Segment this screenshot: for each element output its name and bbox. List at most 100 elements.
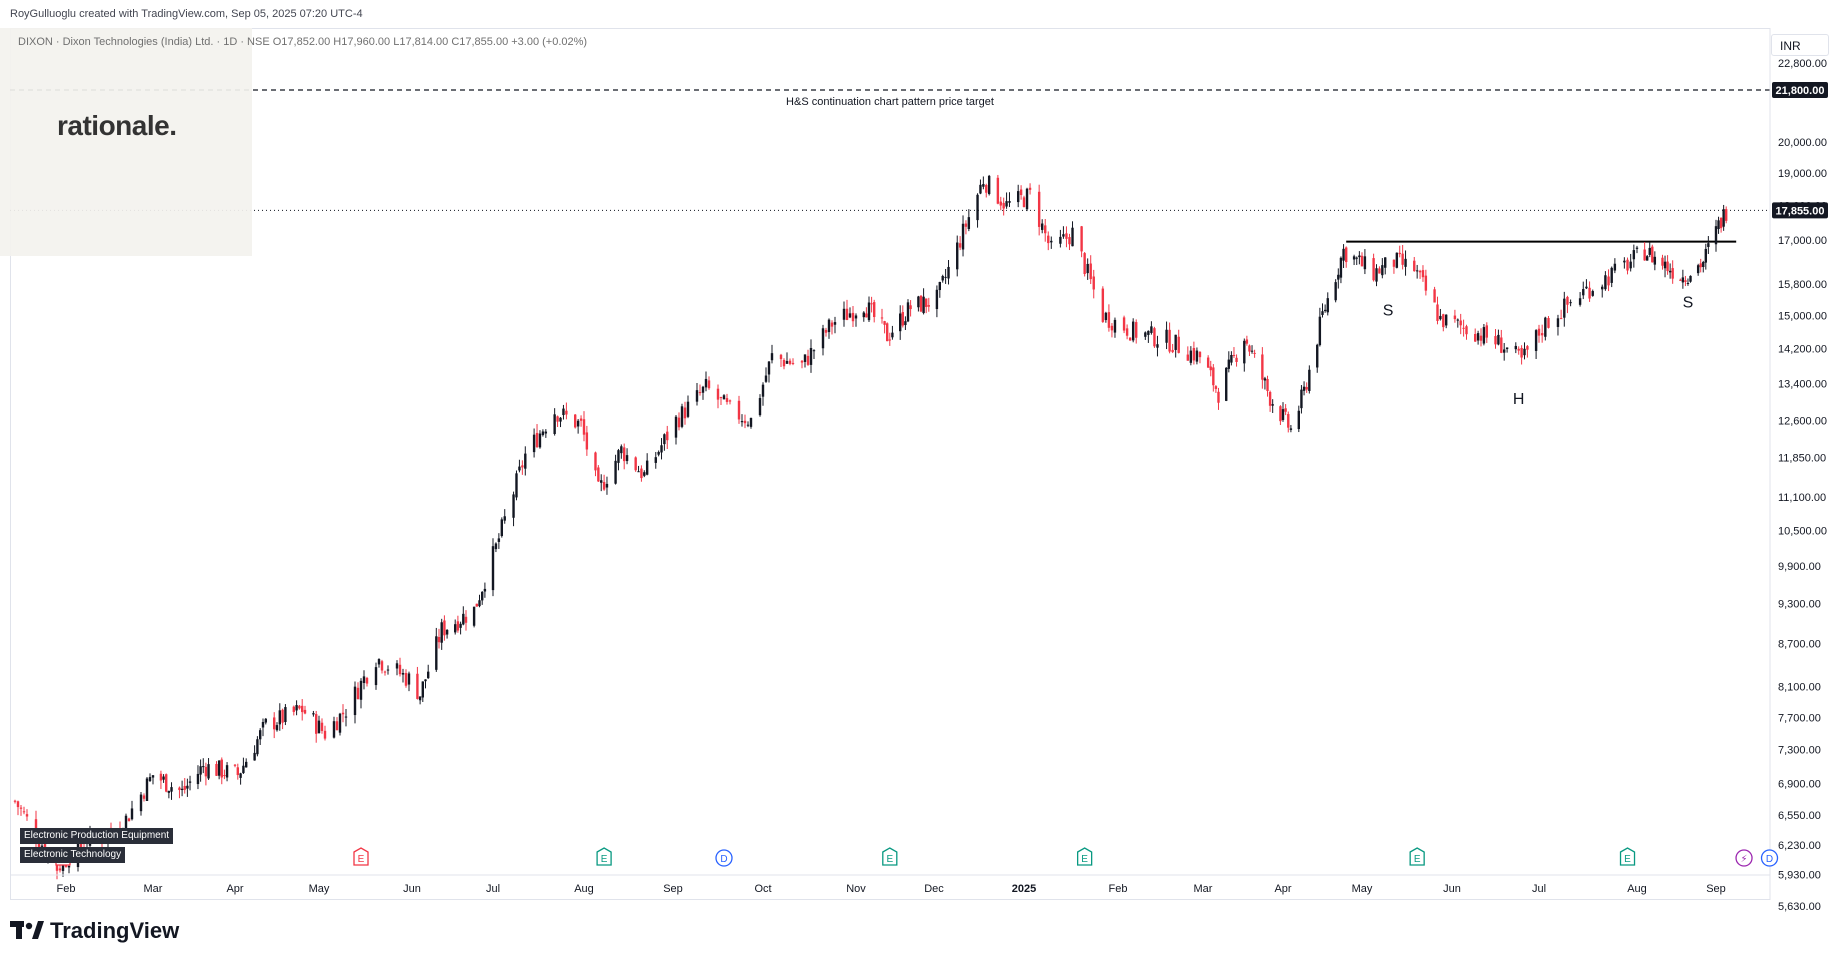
earnings-icon — [353, 847, 369, 866]
y-tick-label: 9,300.00 — [1778, 598, 1821, 610]
candle-body — [657, 451, 660, 455]
candle-body — [1717, 220, 1720, 230]
candle-body — [1421, 270, 1425, 278]
candle-body — [1442, 314, 1445, 328]
candle-body — [454, 624, 457, 633]
candle-body — [1131, 321, 1135, 341]
candle-body — [1436, 304, 1439, 321]
candle-body — [521, 465, 524, 468]
candle-body — [223, 775, 226, 777]
candle-body — [395, 663, 399, 669]
candle-body — [683, 407, 687, 419]
candle-body — [1479, 335, 1483, 341]
candle-body — [1214, 386, 1218, 389]
candle-body — [958, 243, 962, 248]
split-icon — [1735, 849, 1753, 867]
candle-body — [622, 447, 626, 462]
candle-body — [421, 681, 424, 698]
candle-body — [1250, 350, 1254, 352]
candle-body — [1537, 328, 1541, 336]
candle-body — [512, 494, 515, 518]
y-tick-label: 6,230.00 — [1778, 840, 1821, 852]
candle-body — [982, 184, 985, 187]
earnings-icon — [1409, 847, 1425, 866]
candle-body — [1284, 408, 1287, 412]
candle-body — [130, 808, 134, 820]
event-marker-4[interactable]: E — [882, 847, 898, 866]
candle-body — [40, 845, 44, 847]
candle-body — [1071, 227, 1074, 247]
candle-body — [1107, 312, 1111, 328]
author-credit: RoyGulluoglu created with TradingView.co… — [10, 8, 363, 20]
event-marker-8[interactable]: ⚡ — [1735, 849, 1753, 867]
event-marker-1[interactable]: E — [353, 847, 369, 866]
candle-body — [148, 777, 152, 781]
candle-body — [303, 709, 307, 714]
candle-body — [582, 419, 586, 435]
candle-body — [899, 313, 902, 332]
pattern-label-h-1: H — [1513, 391, 1525, 408]
candle-body — [556, 416, 559, 422]
candle-body — [1404, 258, 1407, 267]
event-marker-6[interactable]: E — [1409, 847, 1425, 866]
industry-tag-equipment[interactable]: Electronic Production Equipment — [20, 828, 174, 844]
candle-body — [654, 457, 657, 463]
candle-body — [686, 401, 690, 417]
candle-body — [976, 194, 979, 221]
candle-body — [1372, 258, 1375, 281]
x-tick-label: Sep — [1706, 883, 1726, 895]
candle-body — [637, 471, 640, 473]
candle-body — [162, 776, 165, 780]
candle-body — [617, 450, 620, 463]
candle-body — [1360, 255, 1364, 267]
y-tick-label: 10,500.00 — [1778, 525, 1827, 537]
candle-body — [737, 400, 741, 420]
candle-body — [605, 483, 609, 488]
candle-body — [1485, 325, 1488, 338]
candle-body — [1050, 240, 1053, 243]
candle-body — [1395, 252, 1399, 268]
candle-body — [167, 790, 171, 793]
candle-body — [1198, 351, 1202, 358]
candle-body — [779, 354, 783, 360]
candle-body — [1110, 325, 1114, 331]
candle-body — [1019, 189, 1023, 196]
event-marker-9[interactable]: D — [1760, 849, 1779, 867]
candle-body — [284, 707, 287, 723]
candle-body — [1287, 414, 1290, 428]
candle-body — [362, 676, 366, 684]
event-marker-3[interactable]: D — [715, 849, 733, 867]
candle-body — [1679, 279, 1682, 281]
candle-body — [680, 406, 684, 427]
candle-body — [440, 622, 443, 643]
earnings-icon — [1077, 847, 1093, 866]
currency-selector[interactable]: INR — [1771, 34, 1829, 56]
candle-body — [1044, 225, 1047, 234]
candle-body — [999, 201, 1002, 206]
candle-body — [722, 395, 726, 400]
candle-body — [987, 175, 991, 195]
event-marker-7[interactable]: E — [1619, 847, 1636, 866]
candle-body — [1534, 330, 1538, 351]
candle-body — [1358, 255, 1361, 258]
y-tick-label: 8,700.00 — [1778, 639, 1821, 651]
event-marker-5[interactable]: E — [1077, 847, 1093, 866]
candle-body — [416, 673, 419, 699]
candle-body — [377, 659, 381, 665]
candle-body — [1281, 409, 1285, 420]
candle-body — [1719, 217, 1723, 229]
top-bar: RoyGulluoglu created with TradingView.co… — [0, 0, 1835, 28]
candle-body — [278, 710, 281, 725]
x-tick-label: Feb — [1109, 883, 1128, 895]
industry-tag-technology[interactable]: Electronic Technology — [20, 847, 126, 863]
event-marker-2[interactable]: E — [596, 847, 612, 866]
tradingview-brand[interactable]: TradingView — [10, 918, 179, 945]
candle-body — [704, 378, 708, 388]
candle-body — [1497, 334, 1500, 345]
candle-body — [1623, 260, 1626, 263]
x-tick-label: Oct — [754, 883, 771, 895]
y-tick-label: 15,000.00 — [1778, 310, 1827, 322]
candle-body — [1465, 326, 1468, 335]
candle-body — [524, 453, 527, 469]
